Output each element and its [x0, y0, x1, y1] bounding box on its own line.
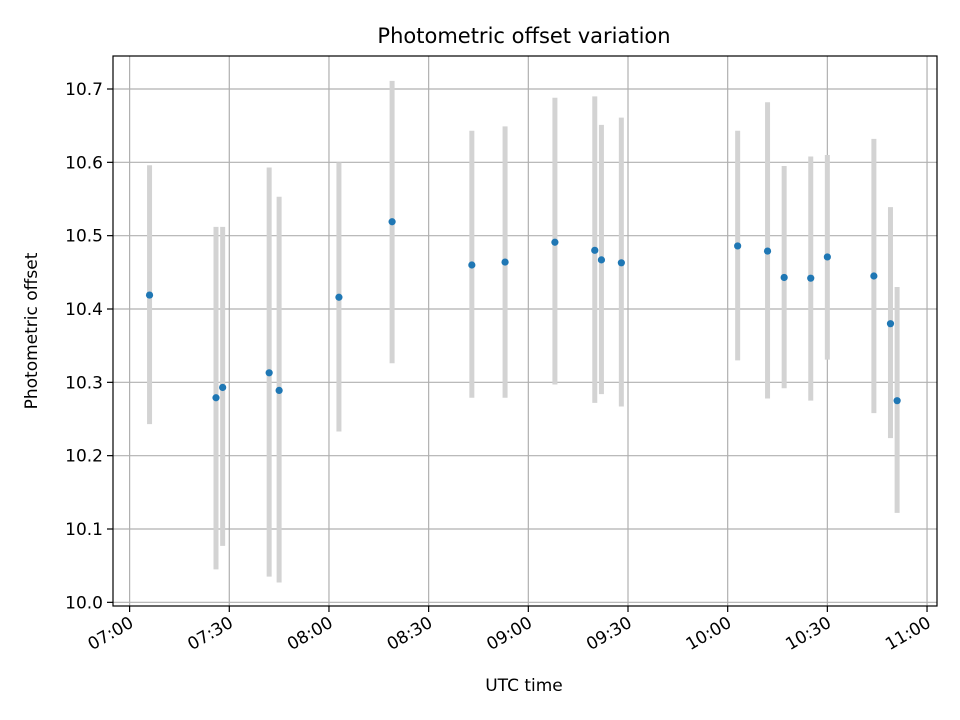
data-point: [597, 256, 606, 264]
plot-frame: [112, 55, 938, 607]
data-point: [780, 273, 788, 282]
data-point: [763, 247, 772, 255]
y-tick-label: 10.6: [65, 153, 103, 173]
x-axis-title: UTC time: [485, 676, 563, 696]
data-point: [501, 258, 509, 266]
data-point: [551, 238, 559, 246]
y-tick-label: 10.2: [65, 447, 103, 467]
data-point: [870, 272, 878, 280]
data-points: [145, 218, 901, 405]
data-point: [734, 242, 742, 250]
data-point: [807, 274, 815, 282]
data-point: [335, 293, 343, 301]
data-point: [823, 253, 831, 261]
y-tick-label: 10.5: [65, 227, 103, 247]
grid: [113, 56, 937, 606]
y-tick-label: 10.4: [65, 300, 103, 320]
data-point: [617, 259, 625, 267]
data-point: [468, 261, 476, 269]
y-tick-label: 10.1: [65, 520, 103, 540]
data-point: [388, 218, 396, 226]
data-point: [886, 320, 895, 328]
y-axis: 10.0 10.1 10.2 10.3 10.4 10.5 10.6 10.7: [65, 80, 113, 613]
y-axis-title: Photometric offset: [22, 252, 42, 409]
data-point: [275, 386, 283, 394]
y-tick-label: 10.7: [65, 80, 103, 100]
data-point: [893, 397, 901, 405]
data-point: [219, 383, 227, 392]
data-point: [591, 246, 599, 254]
y-tick-label: 10.0: [65, 593, 103, 613]
data-point: [145, 291, 154, 299]
chart-title: Photometric offset variation: [377, 24, 670, 48]
data-point: [265, 369, 273, 377]
y-tick-label: 10.3: [65, 373, 103, 393]
data-point: [212, 394, 220, 402]
